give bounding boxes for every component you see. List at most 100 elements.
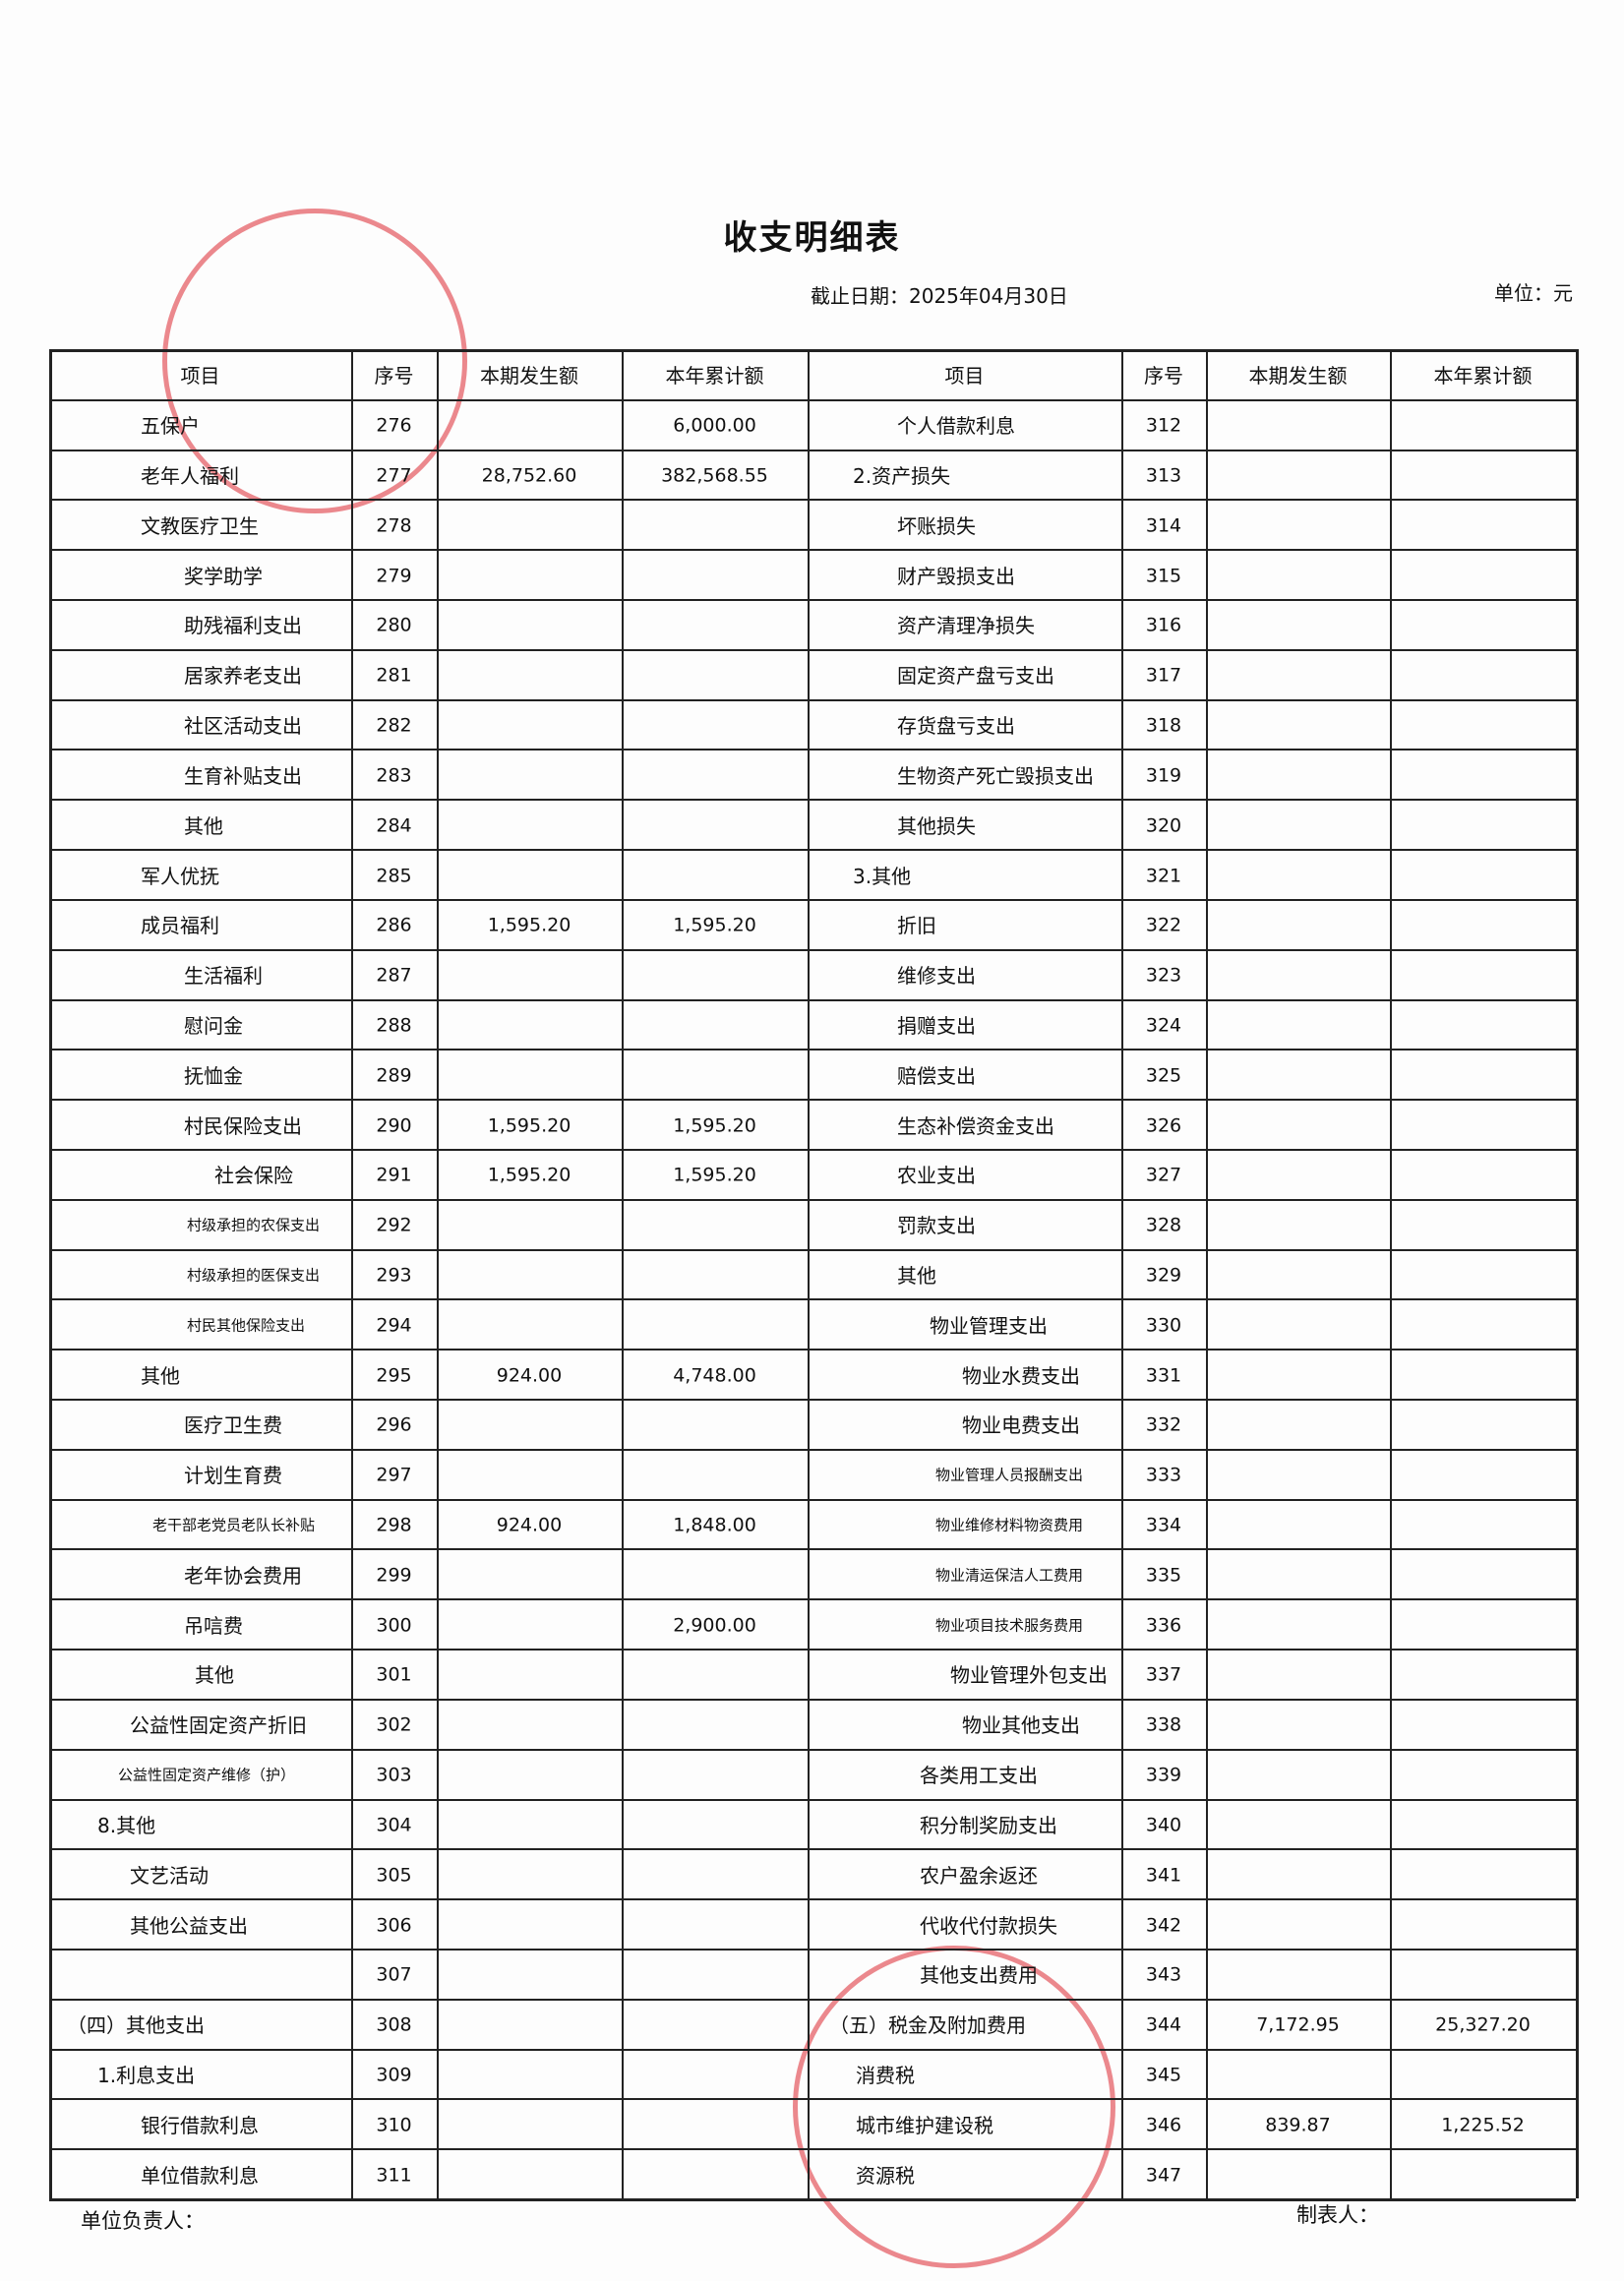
item-name: 其他 [897, 1264, 936, 1288]
item-name: 居家养老支出 [184, 664, 302, 689]
amount: 1,595.20 [487, 1114, 571, 1137]
row-number: 338 [1145, 1713, 1182, 1736]
item-name: 成员福利 [141, 914, 219, 938]
column-line [351, 349, 353, 2198]
column-line [1206, 349, 1208, 2198]
row-number: 299 [376, 1564, 412, 1587]
column-header: 项目 [944, 364, 985, 389]
row-number: 344 [1145, 2013, 1182, 2036]
row-number: 304 [376, 1814, 412, 1836]
unit: 单位：元 [1494, 281, 1573, 305]
item-name: 折旧 [897, 914, 936, 938]
row-line [49, 2148, 1576, 2151]
row-number: 302 [376, 1713, 412, 1736]
row-number: 279 [376, 565, 412, 587]
row-number: 298 [376, 1514, 412, 1536]
row-number: 326 [1145, 1114, 1182, 1137]
item-name: 老年协会费用 [184, 1563, 302, 1588]
row-number: 280 [376, 614, 412, 636]
row-line [49, 1649, 1576, 1651]
item-name: 物业电费支出 [962, 1413, 1080, 1438]
item-name: 文教医疗卫生 [141, 513, 259, 538]
row-number: 292 [376, 1214, 412, 1236]
amount: 1,595.20 [487, 1164, 571, 1186]
row-number: 290 [376, 1114, 412, 1137]
row-number: 308 [376, 2013, 412, 2036]
row-line [49, 1099, 1576, 1102]
item-name: 村民其他保险支出 [187, 1316, 306, 1335]
item-name: 8.其他 [97, 1813, 156, 1837]
row-number: 339 [1145, 1764, 1182, 1786]
item-name: 坏账损失 [897, 513, 976, 538]
item-name: 积分制奖励支出 [920, 1813, 1057, 1837]
row-line [49, 499, 1576, 502]
row-number: 341 [1145, 1864, 1182, 1887]
row-number: 305 [376, 1864, 412, 1887]
row-line [49, 549, 1576, 552]
row-number: 284 [376, 814, 412, 837]
row-line [49, 948, 1576, 951]
row-line [49, 698, 1576, 701]
column-line [437, 349, 439, 2198]
row-number: 347 [1145, 2164, 1182, 2187]
row-number: 289 [376, 1064, 412, 1087]
row-number: 276 [376, 414, 412, 437]
row-number: 319 [1145, 764, 1182, 787]
item-name: 其他 [195, 1663, 234, 1688]
row-number: 300 [376, 1614, 412, 1637]
row-line [49, 1898, 1576, 1901]
item-name: 生物资产死亡毁损支出 [897, 763, 1094, 788]
amount: 6,000.00 [673, 414, 756, 437]
row-number: 334 [1145, 1514, 1182, 1536]
item-name: 3.其他 [853, 864, 912, 888]
row-line [49, 799, 1576, 802]
row-number: 345 [1145, 2064, 1182, 2086]
row-number: 314 [1145, 514, 1182, 537]
row-number: 328 [1145, 1214, 1182, 1236]
item-name: 物业管理支出 [930, 1313, 1048, 1338]
column-line [1121, 349, 1123, 2198]
item-name: 其他 [141, 1363, 180, 1388]
row-line [49, 1948, 1576, 1951]
row-number: 336 [1145, 1614, 1182, 1637]
item-name: 捐赠支出 [897, 1013, 976, 1038]
row-line [49, 349, 1576, 352]
amount: 7,172.95 [1256, 2013, 1340, 2036]
amount: 382,568.55 [661, 464, 768, 487]
cutoff-date: 截止日期：2025年04月30日 [811, 284, 1068, 308]
row-line [49, 1198, 1576, 1201]
item-name: 医疗卫生费 [184, 1413, 282, 1438]
row-number: 323 [1145, 964, 1182, 987]
column-header: 本期发生额 [1248, 364, 1348, 389]
row-line [49, 1698, 1576, 1701]
row-number: 297 [376, 1464, 412, 1486]
amount: 924.00 [496, 1514, 563, 1536]
row-number: 303 [376, 1764, 412, 1786]
row-line [49, 1998, 1576, 2001]
column-line [49, 349, 52, 2198]
row-line [49, 1248, 1576, 1251]
amount: 28,752.60 [481, 464, 577, 487]
item-name: 物业管理外包支出 [950, 1663, 1108, 1688]
item-name: 老干部老党员老队长补贴 [152, 1516, 316, 1534]
item-name: 计划生育费 [184, 1464, 282, 1488]
row-number: 291 [376, 1164, 412, 1186]
row-number: 285 [376, 865, 412, 886]
row-line [49, 898, 1576, 901]
title: 收支明细表 [723, 218, 901, 258]
row-number: 342 [1145, 1914, 1182, 1937]
item-name: 物业维修材料物资费用 [935, 1516, 1084, 1534]
row-number: 313 [1145, 464, 1182, 487]
amount: 1,848.00 [673, 1514, 756, 1536]
row-number: 278 [376, 514, 412, 537]
item-name: 生活福利 [184, 964, 263, 989]
item-name: 社区活动支出 [184, 714, 302, 739]
row-line [49, 2198, 1576, 2201]
item-name: 存货盘亏支出 [897, 714, 1015, 739]
row-number: 295 [376, 1364, 412, 1387]
column-line [808, 349, 810, 2198]
row-number: 318 [1145, 714, 1182, 737]
item-name: 资源税 [856, 2163, 915, 2188]
item-name: 社会保险 [214, 1164, 293, 1188]
leader-label: 单位负责人： [81, 2209, 205, 2233]
